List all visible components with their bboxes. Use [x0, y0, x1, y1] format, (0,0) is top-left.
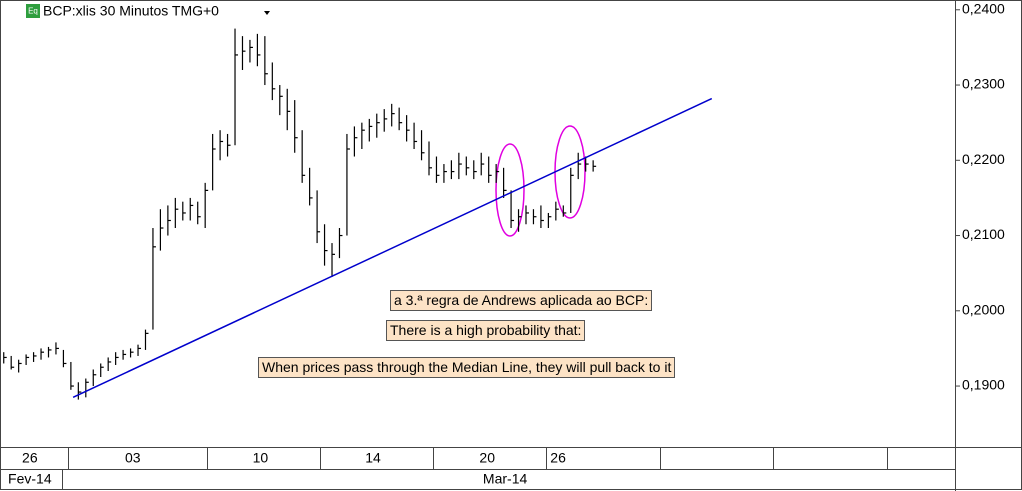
- x-tick-label: 26: [22, 450, 38, 466]
- dropdown-arrow[interactable]: [264, 11, 270, 15]
- x-tick-label: 10: [253, 450, 269, 466]
- x-tick-label: 20: [479, 450, 495, 466]
- highlight-ellipse: [554, 125, 586, 219]
- y-tick-label: 0,1900: [962, 377, 1005, 393]
- y-tick-label: 0,2400: [962, 0, 1005, 16]
- y-tick-label: 0,2300: [962, 76, 1005, 92]
- annotation: a 3.ª regra de Andrews aplicada ao BCP:: [390, 290, 653, 311]
- x-tick-label: 14: [365, 450, 381, 466]
- y-tick-label: 0,2000: [962, 301, 1005, 317]
- annotation: There is a high probability that:: [386, 320, 586, 341]
- y-tick-label: 0,2100: [962, 226, 1005, 242]
- month-label: Mar-14: [483, 471, 528, 487]
- x-tick-label: 03: [125, 450, 141, 466]
- icon: Eq: [28, 7, 38, 16]
- x-tick-label: 26: [550, 450, 566, 466]
- icon-box: [26, 4, 40, 18]
- annotation: When prices pass through the Median Line…: [258, 357, 676, 378]
- highlight-ellipse: [495, 143, 525, 237]
- y-tick-label: 0,2200: [962, 151, 1005, 167]
- date-separators: [62, 448, 888, 490]
- chart-title: BCP:xlis 30 Minutos TMG+0: [43, 3, 219, 19]
- median-line: [72, 97, 713, 399]
- month-label: Fev-14: [8, 471, 52, 487]
